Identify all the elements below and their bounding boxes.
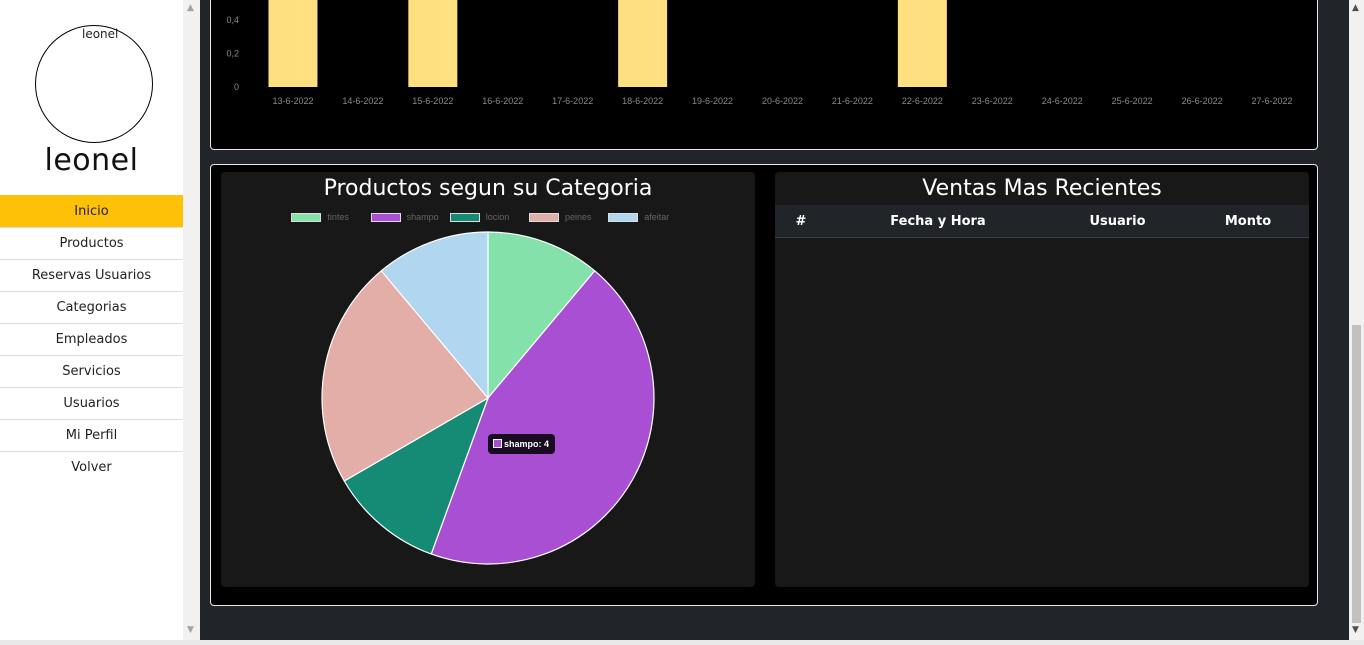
bar-chart: 0,4 0,2 0 13-6-2022 14-6-2022 15-6-2022 16-6-2…	[226, 0, 1293, 106]
legend-label: shampo	[406, 212, 439, 222]
x-tick-label: 27-6-2022	[1252, 96, 1293, 106]
pie-slice-shampo	[430, 269, 655, 565]
x-tick-label: 25-6-2022	[1112, 96, 1153, 106]
x-tick-label: 18-6-2022	[622, 96, 663, 106]
bar	[408, 0, 458, 87]
pie-slice-peines	[321, 269, 489, 482]
tooltip-swatch	[493, 439, 502, 449]
recent-sales-title: Ventas Mas Recientes	[922, 176, 1162, 201]
page-scrollbar[interactable]: ▲ ▼	[1349, 0, 1364, 640]
bar	[268, 0, 318, 87]
sidebar-item-inicio[interactable]: Inicio	[0, 195, 183, 228]
x-tick-label: 19-6-2022	[692, 96, 733, 106]
x-tick-label: 17-6-2022	[552, 96, 593, 106]
avatar-alt-text: leonel	[82, 27, 119, 41]
sidebar-item-reservas-usuarios[interactable]: Reservas Usuarios	[0, 260, 183, 292]
pie-chart-title: Productos segun su Categoria	[323, 176, 653, 201]
x-tick-label: 24-6-2022	[1042, 96, 1083, 106]
avatar: leonel	[35, 25, 153, 143]
sidebar-item-volver[interactable]: Volver	[71, 460, 112, 475]
sidebar-item-productos[interactable]: Productos	[0, 228, 183, 260]
pie-slice-afeitar	[380, 231, 489, 400]
bar	[897, 0, 947, 87]
sidebar-item-empleados[interactable]: Empleados	[0, 324, 183, 356]
bar	[618, 0, 668, 87]
sidebar: leonel leonel Inicio Productos Reservas …	[0, 0, 183, 640]
y-tick-label: 0	[234, 82, 239, 92]
legend-swatch	[529, 213, 559, 222]
y-tick-label: 0,2	[226, 48, 239, 58]
page-scroll-up-icon[interactable]: ▲	[1352, 3, 1359, 13]
column-header-number: #	[795, 214, 807, 229]
x-tick-label: 21-6-2022	[832, 96, 873, 106]
sales-table-header: # Fecha y Hora Usuario Monto	[775, 205, 1309, 238]
sidebar-item-categorias[interactable]: Categorias	[0, 292, 183, 324]
chart-tooltip: shampo: 4	[488, 434, 556, 454]
page-scroll-thumb[interactable]	[1352, 325, 1361, 623]
legend-label: peines	[565, 212, 592, 222]
legend-swatch	[449, 213, 480, 222]
recent-sales-card: Ventas Mas Recientes # Fecha y Hora Usua…	[775, 172, 1309, 587]
x-tick-label: 20-6-2022	[762, 96, 803, 106]
sidebar-nav: Inicio Productos Reservas Usuarios Categ…	[0, 195, 183, 484]
page-scroll-down-icon[interactable]: ▼	[1352, 625, 1359, 635]
legend-swatch	[370, 213, 401, 222]
scroll-down-icon[interactable]: ▼	[187, 625, 194, 635]
x-tick-label: 22-6-2022	[902, 96, 943, 106]
legend-label: afeitar	[644, 212, 670, 222]
x-tick-label: 13-6-2022	[272, 96, 313, 106]
username: leonel	[44, 143, 139, 178]
horizontal-scrollbar[interactable]	[0, 640, 1364, 645]
legend-swatch	[291, 213, 322, 222]
x-tick-label: 26-6-2022	[1182, 96, 1223, 106]
pie-legend: tintes shampo locion peines afeitar	[221, 212, 755, 226]
tooltip-text: shampo: 4	[504, 439, 550, 449]
scroll-up-icon[interactable]: ▲	[187, 3, 194, 13]
y-tick-label: 0,4	[226, 15, 239, 25]
sidebar-scrollbar[interactable]: ▲ ▼	[183, 0, 200, 640]
pie-slice-tintes	[487, 231, 596, 400]
sidebar-item-usuarios[interactable]: Usuarios	[0, 388, 183, 420]
x-tick-label: 15-6-2022	[412, 96, 453, 106]
sidebar-item-mi-perfil[interactable]: Mi Perfil	[0, 420, 183, 452]
legend-label: locion	[485, 212, 510, 222]
pie-chart	[321, 231, 655, 565]
x-tick-label: 16-6-2022	[482, 96, 523, 106]
sidebar-item-servicios[interactable]: Servicios	[0, 356, 183, 388]
column-header-usuario: Usuario	[1089, 214, 1146, 229]
dashboard-bottom-panel: Productos segun su Categoria tintes shamp…	[210, 164, 1318, 606]
legend-label: tintes	[327, 212, 349, 222]
legend-swatch	[608, 213, 639, 222]
x-tick-label: 14-6-2022	[342, 96, 383, 106]
bar-chart-panel: 0,4 0,2 0 13-6-2022 14-6-2022 15-6-2022 16-6-2…	[210, 0, 1318, 150]
column-header-monto: Monto	[1224, 214, 1272, 229]
x-tick-label: 23-6-2022	[972, 96, 1013, 106]
pie-chart-card: Productos segun su Categoria tintes shamp…	[221, 172, 755, 587]
column-header-fecha-hora: Fecha y Hora	[890, 214, 986, 229]
pie-slice-locion	[343, 396, 490, 555]
